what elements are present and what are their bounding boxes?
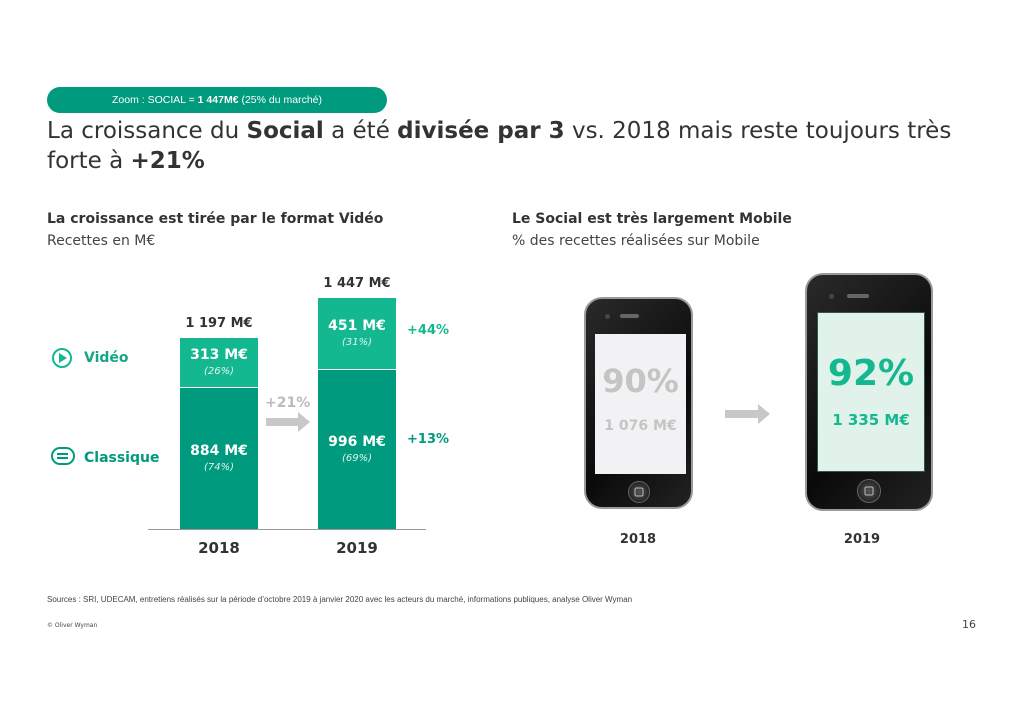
mobile-share-2019: 92% (827, 353, 915, 394)
right-heading: Le Social est très largement Mobile (512, 211, 792, 227)
left-subtitle: Recettes en M€ (47, 233, 156, 249)
bar-segment-video-2019: 451 M€ (31%) (318, 296, 396, 370)
speech-bubble-icon (51, 447, 75, 465)
phone-year-2019: 2019 (843, 532, 881, 547)
segment-value-label: 996 M€ (328, 434, 386, 451)
segment-value-label: 884 M€ (190, 443, 248, 460)
video-growth-label: +44% (407, 323, 450, 338)
right-subtitle: % des recettes réalisées sur Mobile (512, 233, 760, 249)
segment-value-label: 313 M€ (190, 346, 248, 363)
legend-video: Vidéo (84, 350, 129, 366)
home-button-icon (857, 479, 881, 503)
segment-share-label: (31%) (341, 336, 373, 348)
legend-classique: Classique (84, 450, 160, 466)
phone-2019: 92% 1 335 M€ (805, 273, 933, 511)
banner-value: 1 447M€ (197, 94, 239, 106)
mobile-arrow-icon (725, 404, 770, 424)
banner-suffix: (25% du marché) (238, 94, 322, 106)
zoom-banner: Zoom : SOCIAL = 1 447M€ (25% du marché) (47, 87, 387, 113)
home-button-icon (628, 481, 650, 503)
banner-prefix: Zoom : SOCIAL = (111, 94, 198, 106)
mobile-revenue-2019: 1 335 M€ (832, 411, 910, 429)
segment-share-label: (74%) (203, 462, 235, 474)
classique-growth-label: +13% (407, 432, 450, 447)
x-tick-label-2018: 2018 (198, 539, 240, 557)
total-growth-label: +21% (265, 395, 311, 411)
bar-segment-classique-2018: 884 M€ (74%) (180, 387, 258, 529)
copyright: © Oliver Wyman (47, 622, 98, 629)
left-heading: La croissance est tirée par le format Vi… (47, 211, 384, 227)
x-axis (148, 529, 426, 530)
phone-2018: 90% 1 076 M€ (584, 297, 693, 509)
phone-screen-2019: 92% 1 335 M€ (817, 312, 925, 472)
segment-share-label: (26%) (203, 365, 235, 377)
bar-segment-classique-2019: 996 M€ (69%) (318, 369, 396, 529)
mobile-revenue-2018: 1 076 M€ (604, 418, 677, 434)
sources-footnote: Sources : SRI, UDECAM, entretiens réalis… (47, 595, 633, 604)
bar-total-label-2018: 1 197 M€ (185, 315, 253, 331)
x-tick-label-2019: 2019 (336, 539, 378, 557)
page-number: 16 (962, 618, 976, 631)
segment-value-label: 451 M€ (328, 317, 386, 334)
page-title: La croissance du Social a été divisée pa… (47, 118, 952, 174)
growth-arrow-icon (266, 412, 310, 432)
phone-screen-2018: 90% 1 076 M€ (595, 334, 686, 474)
phone-year-2018: 2018 (619, 532, 657, 547)
mobile-share-2018: 90% (602, 362, 679, 400)
bar-segment-video-2018: 313 M€ (26%) (180, 336, 258, 388)
play-circle-icon (52, 348, 72, 368)
segment-share-label: (69%) (341, 453, 373, 465)
bar-total-label-2019: 1 447 M€ (323, 275, 391, 291)
